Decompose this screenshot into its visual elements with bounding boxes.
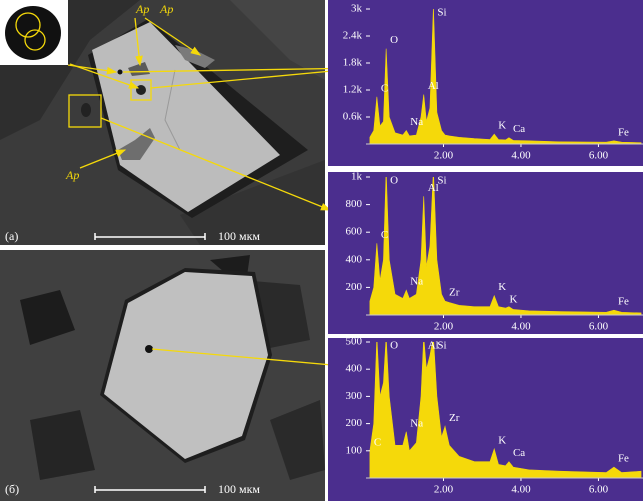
panel-label: (б) — [5, 482, 19, 496]
scale-label: 100 мкм — [218, 482, 260, 496]
peak-label: Al — [428, 340, 439, 352]
peak-label: Na — [410, 417, 423, 429]
y-tick-label: 500 — [346, 336, 363, 348]
sem-image-b: (б) 100 мкм — [0, 250, 368, 501]
x-tick-label: 4.00 — [511, 484, 531, 496]
peak-label: C — [381, 82, 388, 94]
peak-label: Al — [428, 182, 439, 194]
y-tick-label: 400 — [346, 253, 363, 265]
y-tick-label: 2.4k — [343, 30, 363, 42]
spectrum — [369, 177, 642, 315]
peak-label: Na — [410, 276, 423, 288]
annotation: Ap — [159, 2, 173, 16]
peak-label: Si — [437, 175, 446, 187]
peak-label: Fe — [618, 453, 629, 465]
x-tick-label: 2.00 — [434, 321, 454, 333]
peak-label: Fe — [618, 126, 629, 138]
peak-label: K — [498, 120, 506, 132]
peak-label: Fe — [618, 296, 629, 308]
peak-label: O — [390, 175, 398, 187]
x-tick-label: 6.00 — [589, 150, 609, 162]
peak-label: K — [498, 281, 506, 293]
y-tick-label: 200 — [346, 417, 363, 429]
y-tick-label: 400 — [346, 363, 363, 375]
spectrum — [369, 9, 642, 144]
peak-label: C — [381, 229, 388, 241]
x-tick-label: 6.00 — [589, 484, 609, 496]
scale-label: 100 мкм — [218, 229, 260, 243]
y-tick-label: 300 — [346, 390, 363, 402]
y-tick-label: 3k — [351, 3, 363, 15]
y-tick-label: 1.8k — [343, 57, 363, 69]
x-tick-label: 2.00 — [434, 484, 454, 496]
y-tick-label: 600 — [346, 226, 363, 238]
y-tick-label: 1.2k — [343, 84, 363, 96]
y-tick-label: 1k — [351, 171, 363, 183]
x-tick-label: 6.00 — [589, 321, 609, 333]
peak-label: Zr — [449, 412, 460, 424]
peak-label: K — [509, 294, 517, 306]
sem-image-a: Ap Ap Ap (а) 100 мкм — [0, 0, 366, 245]
peak-label: Zr — [449, 287, 460, 299]
panel-label: (а) — [5, 229, 18, 243]
y-tick-label: 200 — [346, 281, 363, 293]
annotation: Ap — [65, 168, 79, 182]
y-tick-label: 100 — [346, 444, 363, 456]
peak-label: Ca — [513, 447, 525, 459]
peak-label: Na — [410, 116, 423, 128]
x-tick-label: 4.00 — [511, 150, 531, 162]
peak-label: Al — [428, 80, 439, 92]
annotation: Ap — [135, 2, 149, 16]
y-tick-label: 800 — [346, 198, 363, 210]
y-tick-label: 0.6k — [343, 111, 363, 123]
peak-label: O — [390, 34, 398, 46]
x-tick-label: 2.00 — [434, 150, 454, 162]
x-tick-label: 4.00 — [511, 321, 531, 333]
spectrum — [369, 342, 642, 478]
peak-label: O — [390, 340, 398, 352]
peak-label: Ca — [513, 123, 525, 135]
peak-label: Si — [437, 340, 446, 352]
peak-label: Si — [437, 7, 446, 19]
peak-label: C — [374, 436, 381, 448]
peak-label: K — [498, 434, 506, 446]
